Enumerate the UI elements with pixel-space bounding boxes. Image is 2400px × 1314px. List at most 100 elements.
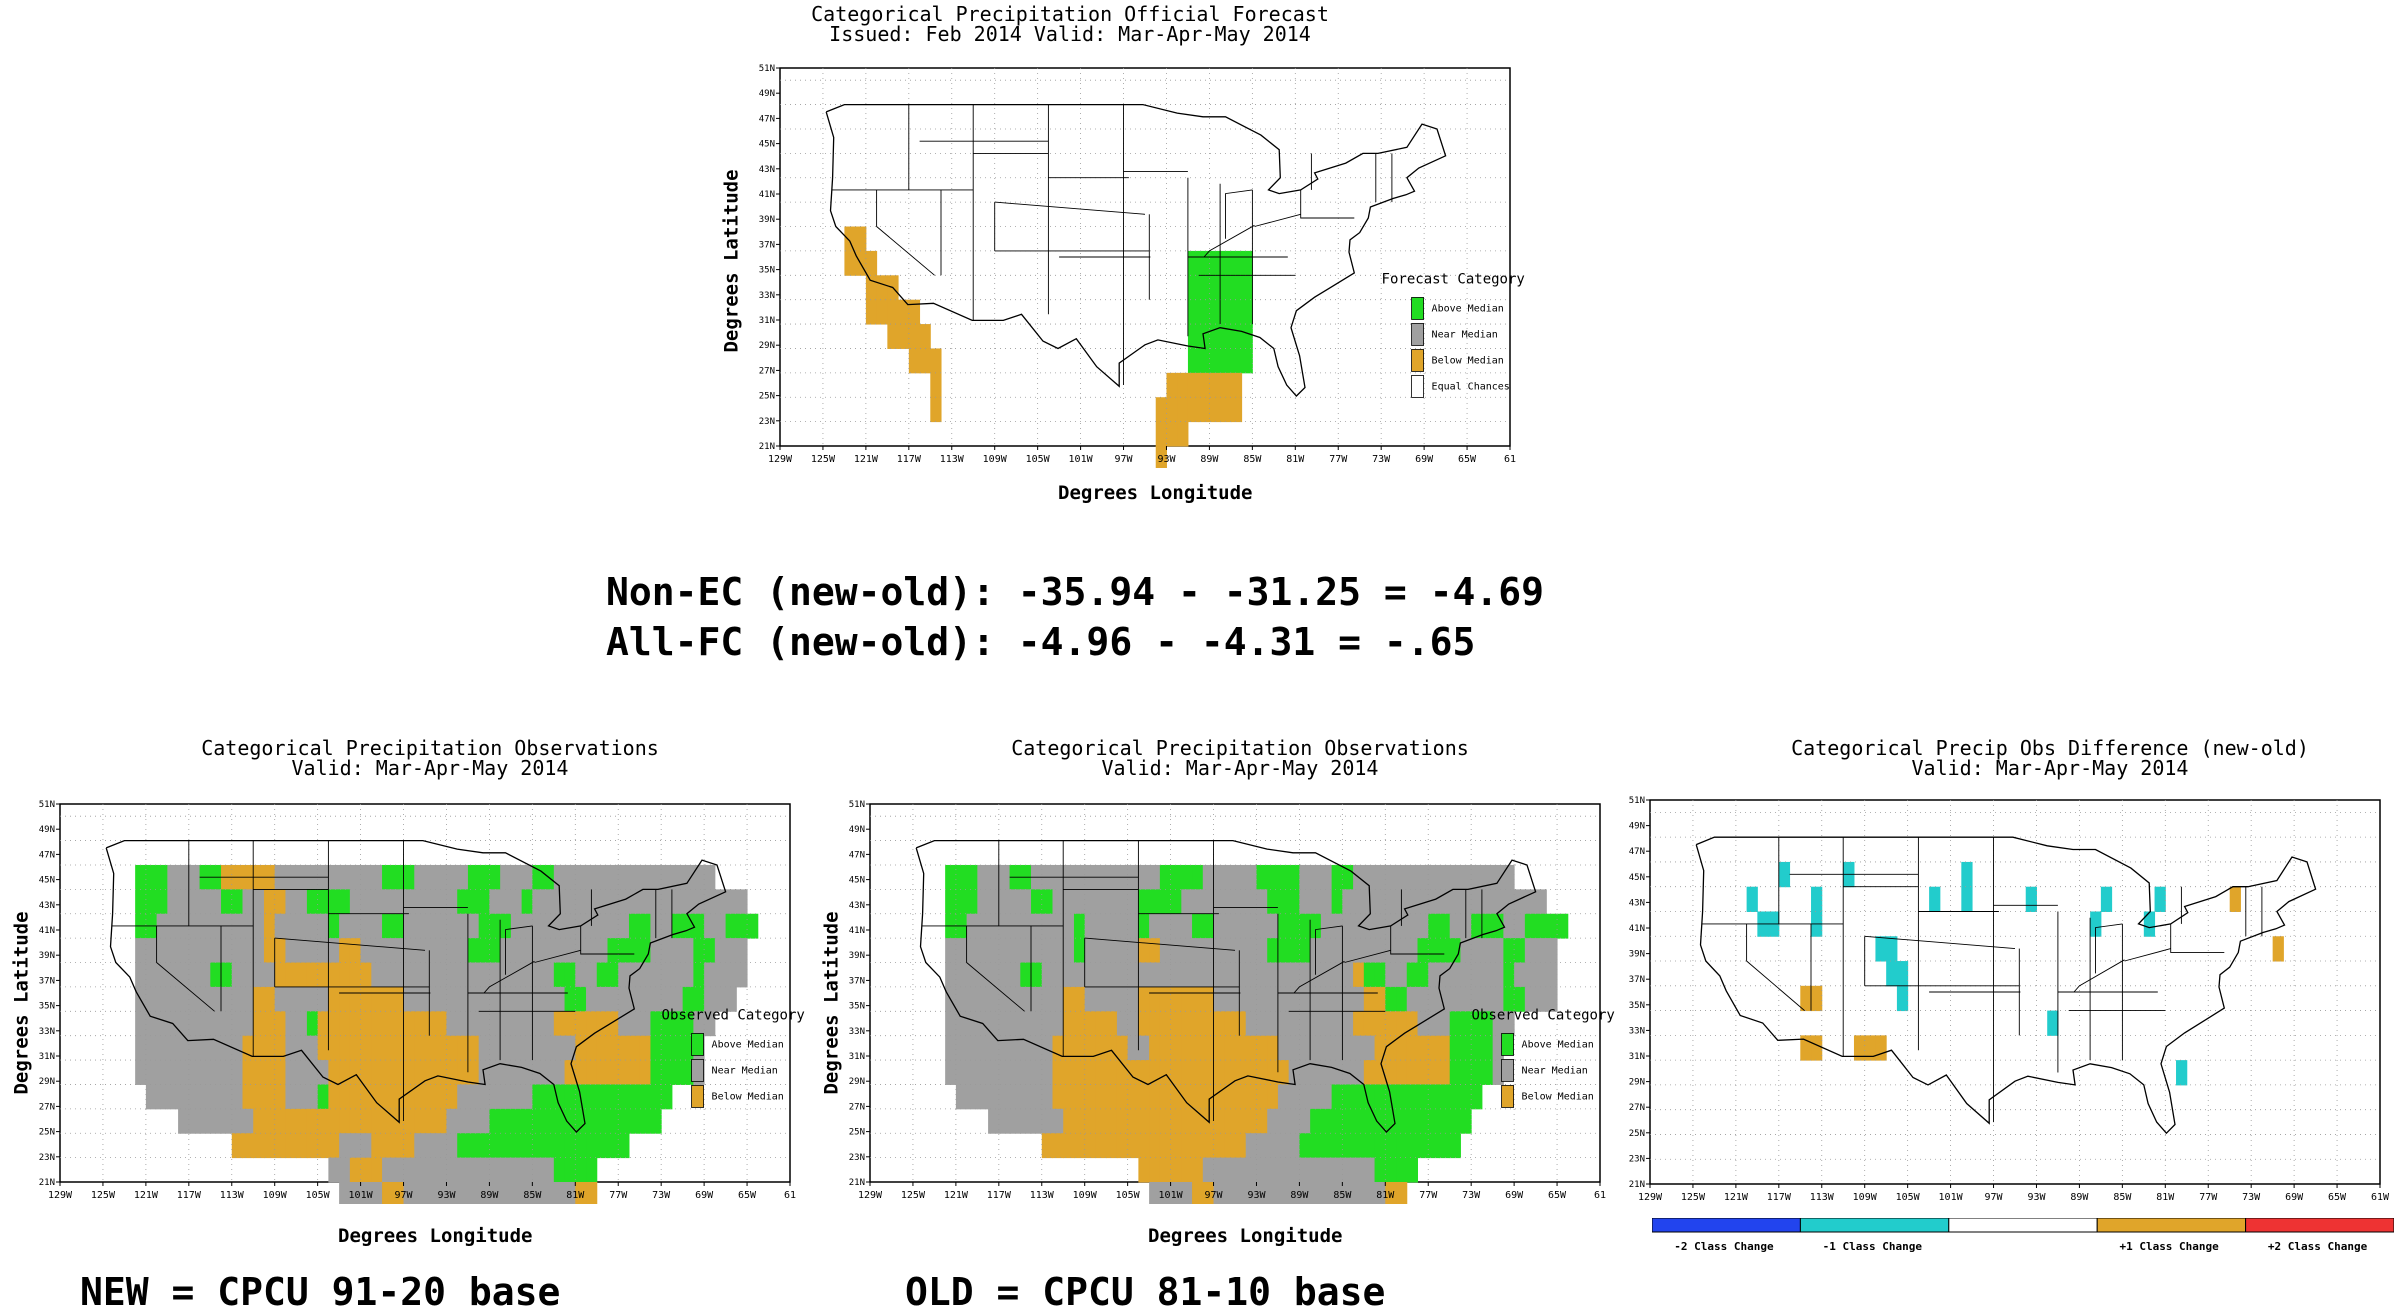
grid-cell [714,938,727,964]
legend-swatch [1501,1033,1514,1056]
grid-cell [1106,889,1118,915]
grid-cell [1138,962,1150,988]
grid-cell [1277,913,1290,939]
grid-cell [339,1084,351,1110]
grid-cell [1492,864,1504,890]
grid-cell [328,1084,340,1110]
grid-cell [898,324,910,349]
grid-cell [1438,1084,1451,1110]
grid-cell [339,986,351,1012]
grid-cell [1896,985,1909,1012]
grid-cell [242,889,254,915]
grid-cell [1331,1011,1343,1037]
lon-tick-label: 69W [1505,1190,1524,1201]
grid-cell [1138,1108,1150,1134]
grid-cell [478,1108,490,1134]
grid-cell [1277,962,1290,988]
grid-cell [1224,864,1236,890]
grid-cell [360,1133,372,1159]
grid-cell [1514,986,1526,1012]
state-border [1254,213,1301,227]
us-outline [1695,836,2317,1135]
grid-cell [1288,1133,1300,1159]
grid-cell [467,913,480,939]
grid-cell [1192,1182,1204,1204]
grid-cell [1245,1182,1257,1204]
grid-cell [564,913,576,939]
lat-tick-label: 51N [849,800,865,810]
grid-cell [553,1084,566,1110]
grid-cell [403,1157,415,1183]
grid-cell [1009,1084,1021,1110]
grid-cell [682,1011,694,1037]
grid-cell [156,986,168,1012]
grid-cell [263,986,276,1012]
grid-cell [392,1084,405,1110]
grid-cell [1106,938,1118,964]
grid-cell [1084,889,1096,915]
grid-cell [1535,938,1547,964]
grid-cell [167,1084,179,1110]
lat-tick-label: 37N [39,976,55,986]
grid-cell [510,986,523,1012]
grid-cell [1209,348,1221,374]
grid-cell [403,986,415,1012]
grid-cell [221,1060,233,1085]
grid-cell [1428,962,1440,988]
grid-cell [1202,1035,1215,1061]
grid-cell [607,889,619,915]
grid-cell [1396,1108,1408,1134]
grid-cell [489,938,501,964]
grid-cell [671,864,684,890]
grid-cell [306,986,319,1012]
grid-cell [328,1035,340,1061]
grid-cell [966,1084,978,1110]
grid-cell [1159,1108,1172,1134]
grid-cell [1192,913,1204,939]
lat-tick-label: 39N [849,951,865,961]
grid-cell [478,1084,490,1110]
grid-cell [1310,889,1322,915]
grid-cell [1241,275,1253,301]
grid-cell [296,1133,308,1159]
lon-tick-label: 65W [1548,1190,1567,1201]
grid-cell [414,938,426,964]
grid-cell [1492,1035,1504,1061]
grid-cell [1374,938,1386,964]
grid-cell [1481,986,1494,1012]
diff-map: 129W 125W 121W 117W 113W 109W 105W 101W 97W 93W 89… [1629,796,2390,1203]
grid-cell [1170,1108,1182,1134]
grid-cell [1127,962,1139,988]
grid-cell [564,962,576,988]
grid-cell [1235,1035,1247,1061]
grid-cell [628,913,641,939]
grid-cell [360,1035,372,1061]
grid-cell [360,1182,372,1204]
grid-cell [596,1084,608,1110]
grid-cell [1138,913,1150,939]
grid-cell [1095,1133,1107,1159]
grid-cell [135,1011,147,1037]
grid-cell [1073,1060,1086,1085]
grid-cell [457,938,469,964]
grid-cell [1503,938,1515,964]
grid-cell [1288,1011,1300,1037]
grid-cell [1235,864,1247,890]
grid-cell [543,1157,555,1183]
grid-cell [1288,986,1300,1012]
grid-cell [339,1035,351,1061]
grid-cell [1198,299,1210,325]
grid-cell [1095,986,1107,1012]
grid-cell [1363,1084,1376,1110]
grid-cell [1235,1011,1247,1037]
grid-cell [553,864,566,890]
grid-cell [575,1060,587,1085]
legend-label: Above Median [1432,303,1504,314]
grid-cell [425,1084,437,1110]
lat-tick-label: 29N [849,1077,865,1087]
grid-cell [1198,250,1210,276]
grid-cell [650,1035,662,1061]
lat-tick-label: 35N [39,1002,55,1012]
grid-cell [736,938,748,964]
grid-cell [650,962,662,988]
